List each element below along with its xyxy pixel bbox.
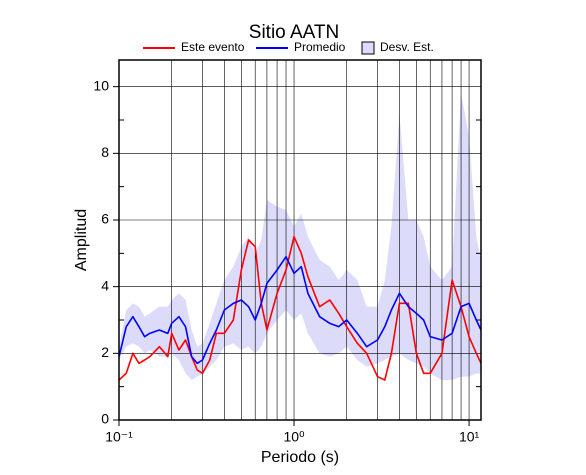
y-tick-label: 2: [101, 344, 109, 360]
y-tick-label: 6: [101, 211, 109, 227]
legend-label: Este evento: [181, 40, 245, 54]
x-tick-label: 10¹: [459, 429, 480, 445]
y-tick-label: 4: [101, 277, 109, 293]
x-tick-label: 10⁻¹: [105, 429, 133, 445]
x-tick-label: 10⁰: [283, 429, 305, 445]
y-tick-label: 0: [101, 411, 109, 427]
legend-label: Desv. Est.: [380, 40, 434, 54]
series-line: [118, 235, 482, 381]
y-tick-label: 10: [93, 77, 109, 93]
legend-swatch: [361, 41, 375, 55]
y-tick-label: 8: [101, 144, 109, 160]
chart-title: Sitio AATN: [249, 22, 339, 43]
y-axis-label: Amplitud: [73, 209, 90, 271]
legend-label: Promedio: [294, 40, 346, 54]
x-axis-label: Periodo (s): [261, 449, 339, 466]
plot-frame: [118, 59, 482, 421]
std-band: [119, 93, 481, 380]
series-line: [118, 255, 482, 365]
